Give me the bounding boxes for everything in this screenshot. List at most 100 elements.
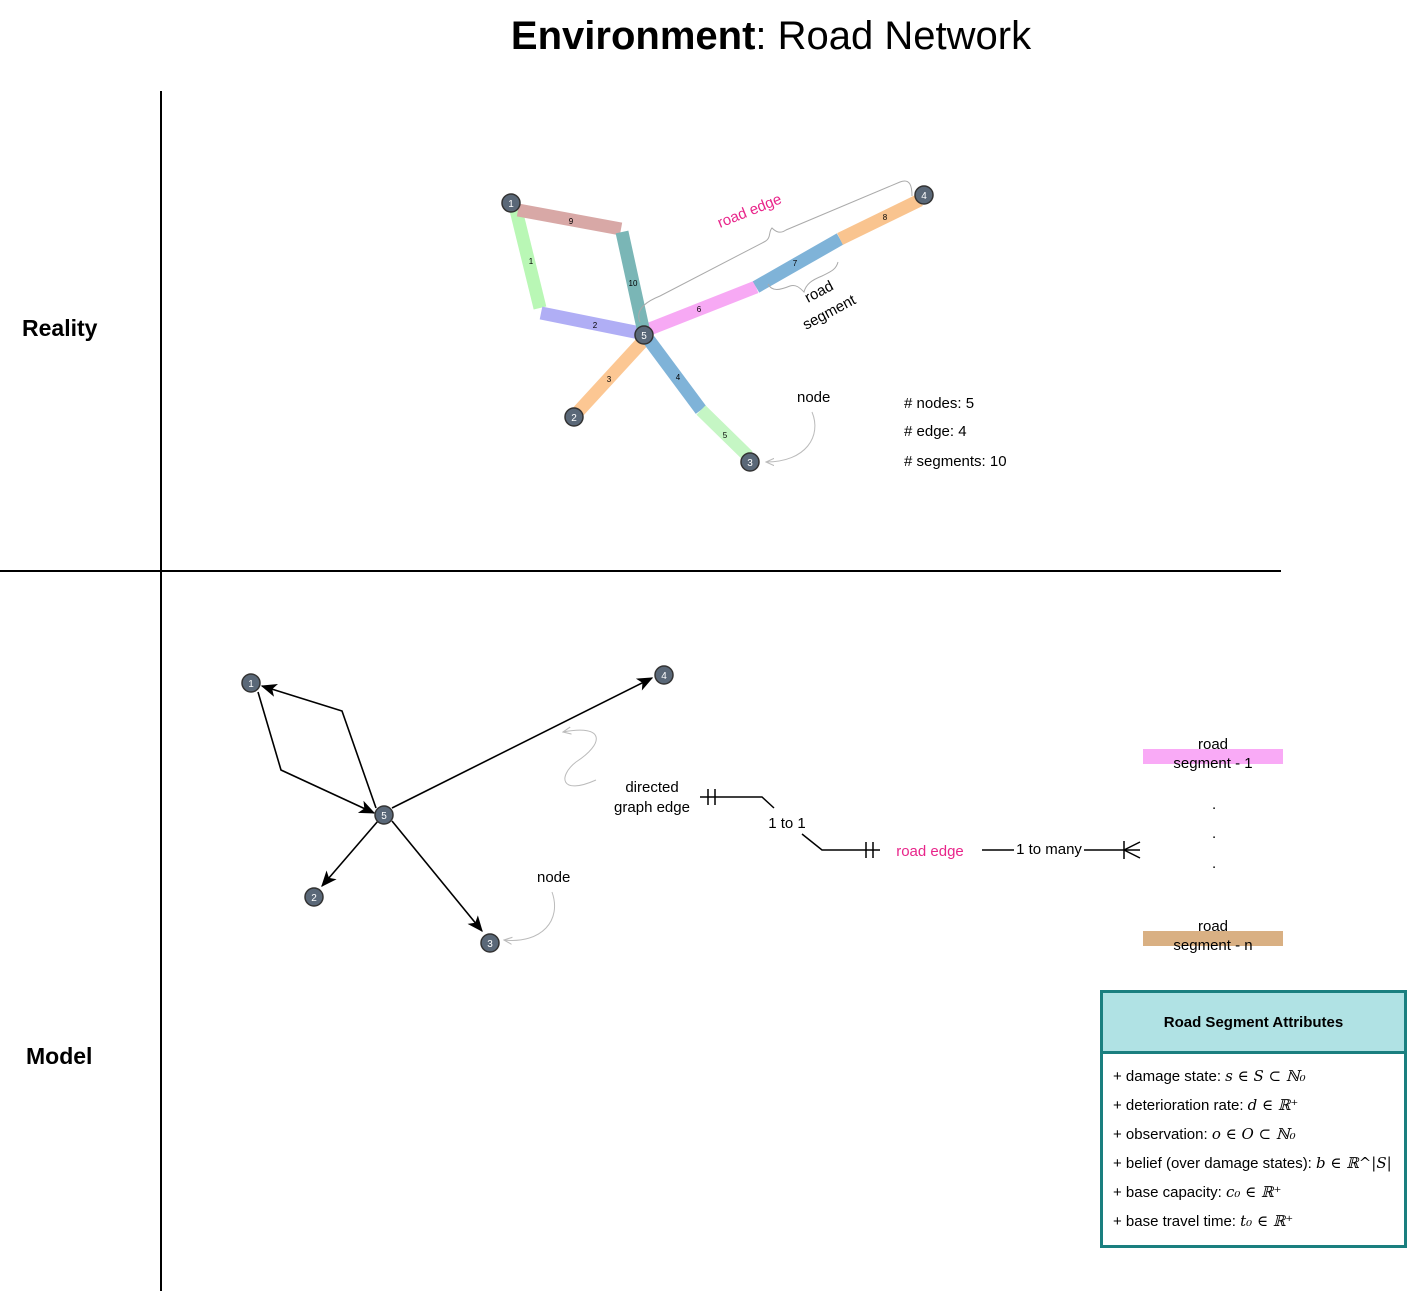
one-to-one-label: 1 to 1 — [768, 815, 806, 832]
model-node-5[interactable]: 5 — [374, 805, 394, 825]
horizontal-divider-line — [0, 570, 1281, 572]
node-label: 5 — [641, 331, 647, 342]
model-node-3[interactable]: 3 — [480, 933, 500, 953]
reality-segments — [509, 194, 923, 461]
attribute-math: c₀ ∈ ℝ⁺ — [1225, 1183, 1282, 1201]
model-edge-5-4[interactable] — [391, 677, 654, 809]
title-bold: Environment — [510, 14, 756, 58]
vertical-axis-line — [160, 91, 162, 1291]
road-segment-n-label: road segment - n — [1143, 917, 1283, 955]
attribute-observation: + observation: o ∈ O ⊂ ℕ₀ — [1113, 1120, 1404, 1149]
attribute-base-capacity: + base capacity: c₀ ∈ ℝ⁺ — [1113, 1178, 1404, 1207]
node-annotation-model-arrow — [504, 891, 555, 940]
model-edges — [257, 677, 654, 933]
model-node-4[interactable]: 4 — [654, 665, 674, 685]
segment-label: 7 — [793, 259, 798, 268]
attribute-math: s ∈ S ⊂ ℕ₀ — [1225, 1067, 1306, 1085]
model-node-2[interactable]: 2 — [304, 887, 324, 907]
node-label: 2 — [571, 413, 577, 424]
attribute-label: + damage state: — [1113, 1068, 1226, 1085]
attribute-label: + observation: — [1113, 1126, 1212, 1143]
one-to-many-label: 1 to many — [1016, 841, 1082, 858]
road-segment-1-bar — [1143, 749, 1283, 764]
attribute-label: + base capacity: — [1113, 1184, 1226, 1201]
segment-label: 4 — [676, 373, 681, 382]
road-edge-label-reality: road edge — [715, 191, 784, 232]
segment-label: 8 — [883, 213, 888, 222]
road-segment-1-label: road segment - 1 — [1143, 735, 1283, 773]
segment-3 — [571, 335, 649, 419]
reality-node-3[interactable]: 3 — [740, 452, 760, 472]
ellipsis-dot: . — [1212, 825, 1217, 842]
model-node-1[interactable]: 1 — [241, 673, 261, 693]
directed-edge-label-line1: directed — [625, 779, 678, 796]
node-label: 3 — [487, 939, 493, 950]
road-segment-1-line1: road — [1197, 736, 1229, 753]
ellipsis-dot: . — [1212, 796, 1217, 813]
directed-edge-label-line2: graph edge — [614, 799, 690, 816]
road-edge-label-model: road edge — [896, 843, 964, 860]
segment-label: 2 — [593, 321, 598, 330]
segment-label: 10 — [629, 279, 638, 288]
segment-8 — [837, 194, 923, 245]
model-nodes: 1 2 3 4 5 — [241, 665, 674, 953]
model-edge-5-3[interactable] — [391, 820, 483, 933]
ellipsis-dot: . — [1212, 855, 1217, 872]
attribute-damage-state: + damage state: s ∈ S ⊂ ℕ₀ — [1113, 1062, 1404, 1091]
node-annotation-reality: node — [797, 389, 830, 406]
model-edge-1-5[interactable] — [257, 691, 376, 814]
segment-4 — [643, 336, 707, 414]
segment-label: 9 — [569, 217, 574, 226]
reality-node-1[interactable]: 1 — [501, 193, 521, 213]
reality-segment-labels: 1 2 3 4 5 6 7 8 9 10 — [529, 213, 888, 440]
road-segment-attributes-box: Road Segment Attributes + damage state: … — [1100, 990, 1407, 1248]
segment-9 — [516, 203, 623, 236]
relation-one-to-one — [700, 789, 880, 858]
node-label: 1 — [248, 679, 254, 690]
title-rest: : Road Network — [755, 14, 1032, 58]
node-label: 3 — [747, 458, 753, 469]
segment-label: 3 — [607, 375, 612, 384]
diagram-title: Environment: Road Network — [0, 14, 1412, 59]
stat-edges: # edge: 4 — [904, 423, 967, 440]
reality-node-2[interactable]: 2 — [564, 407, 584, 427]
attribute-math: b ∈ ℝ^|S| — [1316, 1154, 1392, 1172]
road-segment-brace — [767, 261, 839, 293]
node-label: 2 — [311, 893, 317, 904]
attribute-belief: + belief (over damage states): b ∈ ℝ^|S| — [1113, 1149, 1404, 1178]
node-annotation-model: node — [537, 869, 570, 886]
segment-label: 5 — [723, 431, 728, 440]
reality-nodes: 1 2 3 4 5 — [501, 185, 934, 472]
reality-node-5[interactable]: 5 — [634, 325, 654, 345]
node-label: 4 — [661, 671, 667, 682]
road-edge-brace — [638, 180, 913, 323]
node-label: 5 — [381, 811, 387, 822]
segment-5 — [696, 405, 753, 461]
model-edge-5-2[interactable] — [321, 820, 379, 888]
attribute-math: d ∈ ℝ⁺ — [1247, 1096, 1299, 1114]
attribute-math: o ∈ O ⊂ ℕ₀ — [1211, 1125, 1296, 1143]
attribute-deterioration-rate: + deterioration rate: d ∈ ℝ⁺ — [1113, 1091, 1404, 1120]
attribute-label: + belief (over damage states): — [1113, 1155, 1317, 1172]
stat-segments: # segments: 10 — [904, 453, 1007, 470]
segment-2 — [539, 306, 642, 340]
segment-6 — [644, 280, 759, 337]
node-label: 4 — [921, 191, 927, 202]
attribute-label: + base travel time: — [1113, 1213, 1241, 1230]
road-segment-n-line1: road — [1197, 918, 1229, 935]
row-label-reality: Reality — [22, 315, 98, 341]
attribute-label: + deterioration rate: — [1113, 1097, 1248, 1114]
road-segment-n-line2: segment - n — [1173, 937, 1253, 954]
node-label: 1 — [508, 199, 514, 210]
row-label-model: Model — [26, 1043, 93, 1069]
node-annotation-arrow — [766, 411, 816, 462]
stat-nodes: # nodes: 5 — [904, 395, 974, 412]
segment-1 — [509, 208, 547, 310]
reality-node-4[interactable]: 4 — [914, 185, 934, 205]
segment-7 — [752, 233, 844, 293]
attributes-list: + damage state: s ∈ S ⊂ ℕ₀ + deteriorati… — [1103, 1054, 1404, 1236]
attribute-math: t₀ ∈ ℝ⁺ — [1240, 1212, 1294, 1230]
road-segment-1-line2: segment - 1 — [1173, 755, 1253, 772]
model-edge-5-1[interactable] — [260, 684, 377, 809]
